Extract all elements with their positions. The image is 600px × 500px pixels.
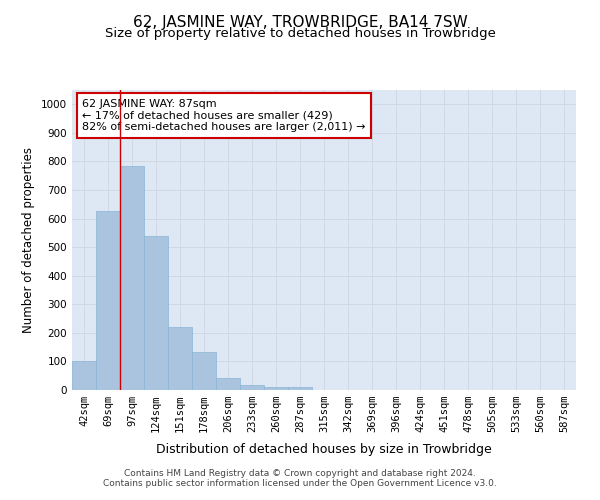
Bar — [264, 387, 288, 390]
Bar — [192, 352, 216, 390]
Text: 62 JASMINE WAY: 87sqm
← 17% of detached houses are smaller (429)
82% of semi-det: 62 JASMINE WAY: 87sqm ← 17% of detached … — [82, 99, 365, 132]
Text: Contains HM Land Registry data © Crown copyright and database right 2024.: Contains HM Land Registry data © Crown c… — [124, 468, 476, 477]
Bar — [216, 378, 240, 390]
Bar — [144, 236, 168, 390]
Bar — [168, 327, 192, 390]
Y-axis label: Number of detached properties: Number of detached properties — [22, 147, 35, 333]
Text: Contains public sector information licensed under the Open Government Licence v3: Contains public sector information licen… — [103, 478, 497, 488]
Bar — [120, 166, 144, 390]
Bar — [96, 211, 120, 390]
Text: 62, JASMINE WAY, TROWBRIDGE, BA14 7SW: 62, JASMINE WAY, TROWBRIDGE, BA14 7SW — [133, 15, 467, 30]
Bar — [240, 385, 264, 390]
Text: Size of property relative to detached houses in Trowbridge: Size of property relative to detached ho… — [104, 28, 496, 40]
Bar — [72, 360, 96, 390]
Bar — [288, 387, 312, 390]
Text: Distribution of detached houses by size in Trowbridge: Distribution of detached houses by size … — [156, 442, 492, 456]
